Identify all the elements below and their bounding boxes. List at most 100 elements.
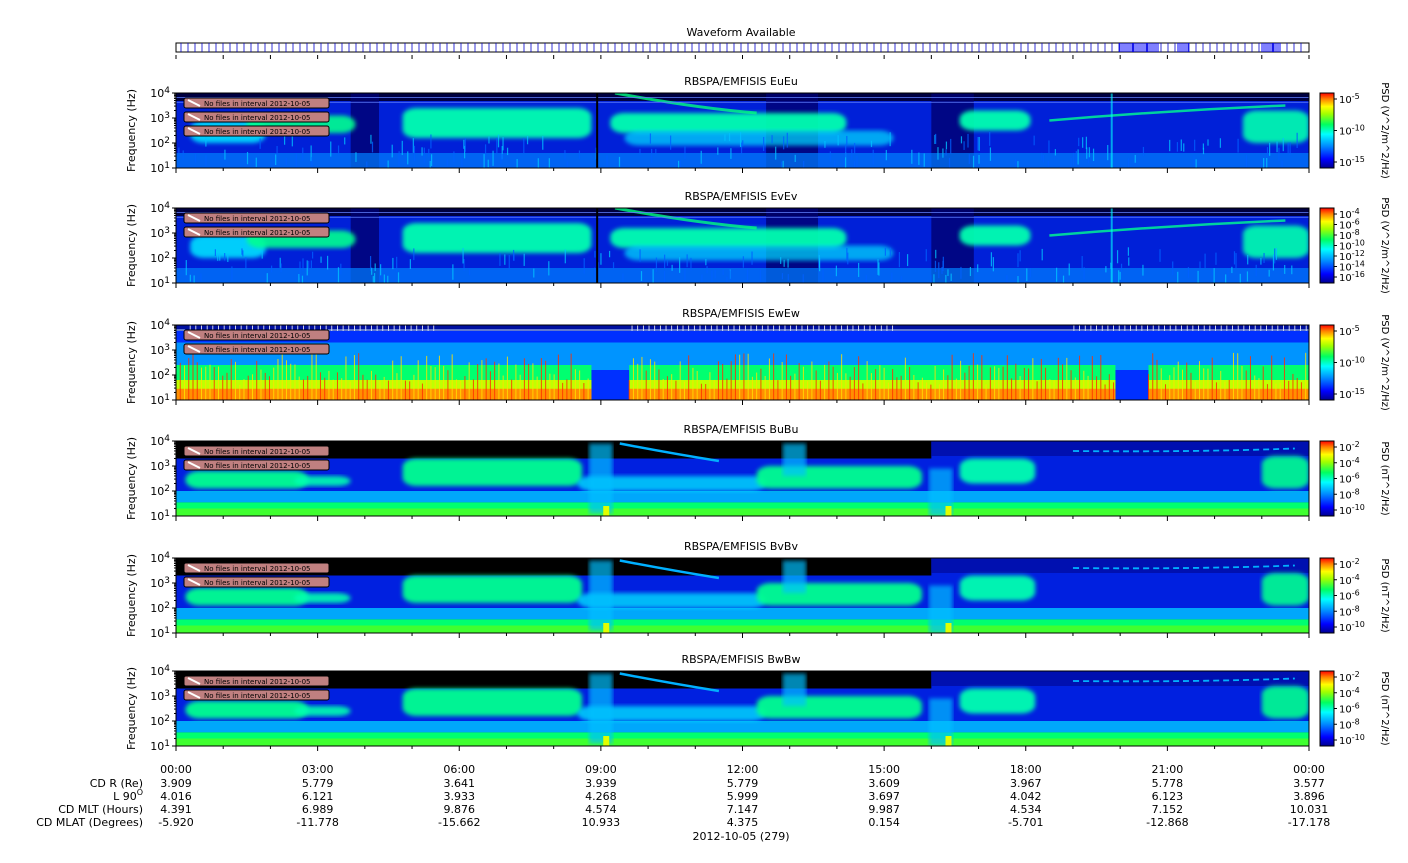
ephemeris-value: 4.391 [160,803,192,816]
noise-speckle [1187,267,1190,278]
chorus-trace [1049,219,1286,237]
noise-speckle [742,256,744,268]
emission-region [402,458,582,486]
noise-speckle [311,157,313,168]
spectrogram-top-band [176,208,1309,216]
noise-speckle [938,262,940,279]
emission-region [1242,225,1309,258]
noise-speckle [1019,250,1021,262]
y-tick-label: 103 [150,459,170,473]
noise-speckle [1041,152,1043,161]
x-tick-label: 06:00 [443,763,475,776]
x-tick-label: 15:00 [868,763,900,776]
notice-icon [187,578,201,586]
noise-speckle [516,159,518,168]
noise-speckle [684,146,686,160]
noise-speckle [1120,263,1123,272]
no-files-notice: No files in interval 2012-10-05 [183,689,330,701]
data-gap-line [596,208,599,283]
noise-speckle [189,274,191,282]
ephemeris-value: 3.939 [585,777,617,790]
emission-region [959,110,1031,131]
noise-speckle [1199,261,1201,270]
noise-speckle [1247,254,1249,265]
noise-speckle [1057,271,1060,278]
emission-region [1261,686,1309,719]
chorus-trace [619,672,720,693]
noise-speckle [706,266,708,274]
noise-speckle [671,264,673,271]
ephemeris-value: -15.662 [438,816,480,829]
noise-speckle [463,139,465,149]
noise-speckle [302,147,304,161]
emission-region [756,583,922,606]
noise-speckle [969,266,972,277]
noise-speckle [483,154,485,168]
noise-speckle [526,135,529,145]
noise-speckle [185,260,187,276]
noise-speckle [618,156,621,167]
notice-box [183,675,330,687]
ephemeris-value: 7.147 [727,803,759,816]
noise-speckle [369,256,372,271]
noise-speckle [1119,271,1121,280]
noise-speckle [1041,248,1043,261]
noise-speckle [600,253,602,265]
noise-speckle [1142,264,1144,276]
noise-speckle [255,157,257,167]
emission-region [1261,456,1309,489]
noise-speckle [684,268,686,281]
chorus-trace [614,93,757,115]
ephemeris-value: 10.933 [582,816,621,829]
noise-speckle [453,151,455,163]
noise-speckle [468,268,471,276]
notice-icon [187,345,201,353]
noise-speckle [945,274,947,283]
no-files-notice: No files in interval 2012-10-05 [183,459,330,471]
noise-speckle [835,265,837,277]
noise-speckle [945,149,947,156]
noise-speckle [446,159,448,167]
notice-box [183,576,330,588]
noise-speckle [935,249,937,259]
notice-text: No files in interval 2012-10-05 [204,215,310,223]
noise-speckle [463,259,465,271]
noise-speckle [824,140,826,148]
noise-speckle [413,248,415,261]
noise-speckle [900,276,902,283]
noise-speckle [1219,138,1221,148]
noise-speckle [690,257,692,271]
noise-speckle [1107,144,1109,161]
noise-speckle [355,152,357,162]
hot-spot [603,736,610,746]
noise-speckle [787,274,789,281]
spectrogram-image [176,441,1309,516]
noise-speckle [245,257,247,271]
y-tick-label: 103 [150,689,170,703]
notice-icon [187,331,201,339]
colorbar-label: PSD (V^2/m^2/Hz) [1379,82,1390,179]
noise-speckle [865,274,867,283]
no-files-notice: No files in interval 2012-10-05 [183,562,330,574]
chorus-trace [619,559,720,580]
noise-speckle [430,134,432,149]
chorus-trace [614,208,757,230]
noise-speckle [1118,270,1120,283]
panel-title: RBSPA/EMFISIS EwEw [682,307,800,320]
noise-speckle [925,249,927,262]
ephemeris-value: 3.609 [868,777,900,790]
colorbar-tick-label: 10-8 [1339,604,1360,618]
noise-speckle [566,161,568,168]
noise-speckle [1204,253,1206,268]
noise-speckle [1088,147,1090,158]
hot-spot [945,623,952,633]
notice-box [183,689,330,701]
noise-speckle [1289,142,1291,156]
noise-speckle [1083,267,1085,280]
colorbar-tick-label: 10-10 [1339,239,1365,253]
notice-icon [187,127,201,135]
noise-speckle [942,148,944,158]
emission-region [624,130,894,146]
noise-speckle [950,138,952,154]
ephemeris-value: 4.534 [1010,803,1042,816]
